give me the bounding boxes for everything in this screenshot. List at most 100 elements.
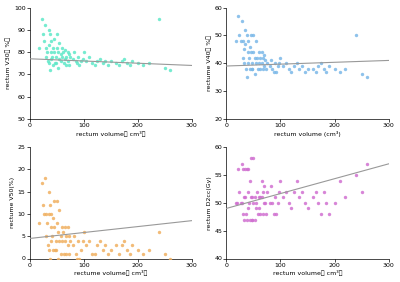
Point [318, 61, 324, 65]
Point [262, 201, 268, 205]
Point [260, 55, 266, 60]
Point [67, 54, 74, 59]
Point [38, 180, 45, 185]
Point [273, 212, 279, 216]
Point [262, 58, 268, 63]
Y-axis label: rectume V40（ %）: rectume V40（ %） [206, 35, 212, 91]
Point [55, 50, 62, 54]
Point [105, 252, 111, 256]
Point [47, 203, 54, 207]
Point [236, 190, 243, 194]
Point [250, 33, 257, 38]
Point [74, 61, 80, 65]
Point [58, 59, 64, 63]
Point [242, 41, 248, 46]
Point [249, 67, 255, 71]
Point [233, 201, 239, 205]
Point [64, 225, 71, 230]
Point [64, 50, 71, 54]
Point [244, 217, 250, 222]
Point [56, 56, 63, 61]
Point [86, 54, 92, 59]
Point [285, 201, 292, 205]
Point [100, 61, 106, 65]
Point [244, 167, 250, 172]
Y-axis label: rectum V30（ %）: rectum V30（ %） [6, 37, 11, 89]
Point [294, 61, 300, 65]
Point [246, 55, 252, 60]
Point [248, 33, 254, 38]
Point [246, 44, 253, 49]
Y-axis label: rectume V50(%): rectume V50(%) [10, 177, 15, 228]
Point [40, 212, 47, 216]
Point [76, 63, 83, 68]
Point [288, 69, 294, 74]
Point [291, 64, 297, 68]
Point [261, 64, 268, 68]
Point [71, 50, 77, 54]
Point [331, 67, 338, 71]
Point [105, 63, 111, 68]
Point [50, 45, 56, 50]
Point [248, 156, 254, 160]
Point [254, 190, 260, 194]
Point [55, 230, 62, 234]
Point [44, 243, 51, 247]
Point [264, 190, 270, 194]
Point [46, 247, 52, 252]
Point [116, 252, 122, 256]
Point [156, 16, 163, 21]
Point [310, 195, 316, 200]
Point [258, 195, 265, 200]
Point [268, 58, 274, 63]
Point [78, 59, 84, 63]
Point [245, 190, 251, 194]
Point [266, 201, 273, 205]
Point [256, 50, 262, 54]
Point [283, 190, 289, 194]
Point [258, 50, 265, 54]
Point [285, 67, 292, 71]
Point [242, 195, 248, 200]
Point [59, 54, 65, 59]
Point [91, 63, 98, 68]
Point [75, 238, 82, 243]
Point [97, 238, 103, 243]
Point [51, 225, 57, 230]
Point [52, 238, 59, 243]
Point [36, 45, 43, 50]
Point [72, 59, 79, 63]
Point [66, 252, 72, 256]
Point [140, 252, 146, 256]
Point [246, 178, 253, 183]
Point [36, 221, 43, 225]
Point [274, 201, 281, 205]
Point [66, 234, 72, 239]
Point [323, 201, 330, 205]
Point [42, 176, 48, 180]
Point [245, 50, 251, 54]
Point [272, 61, 278, 65]
Point [249, 217, 255, 222]
Point [277, 178, 284, 183]
Point [256, 195, 262, 200]
Point [323, 69, 330, 74]
Point [299, 64, 305, 68]
Point [48, 212, 54, 216]
Point [320, 67, 327, 71]
Point [276, 190, 283, 194]
Point [51, 50, 57, 54]
Point [296, 195, 303, 200]
Point [273, 69, 279, 74]
Point [253, 201, 259, 205]
Point [299, 190, 305, 194]
Point [54, 32, 60, 37]
Point [62, 225, 68, 230]
Point [254, 67, 261, 71]
Point [244, 75, 250, 80]
Point [312, 190, 319, 194]
Point [283, 61, 289, 65]
Point [129, 59, 136, 63]
Point [242, 167, 248, 172]
Point [134, 61, 141, 65]
